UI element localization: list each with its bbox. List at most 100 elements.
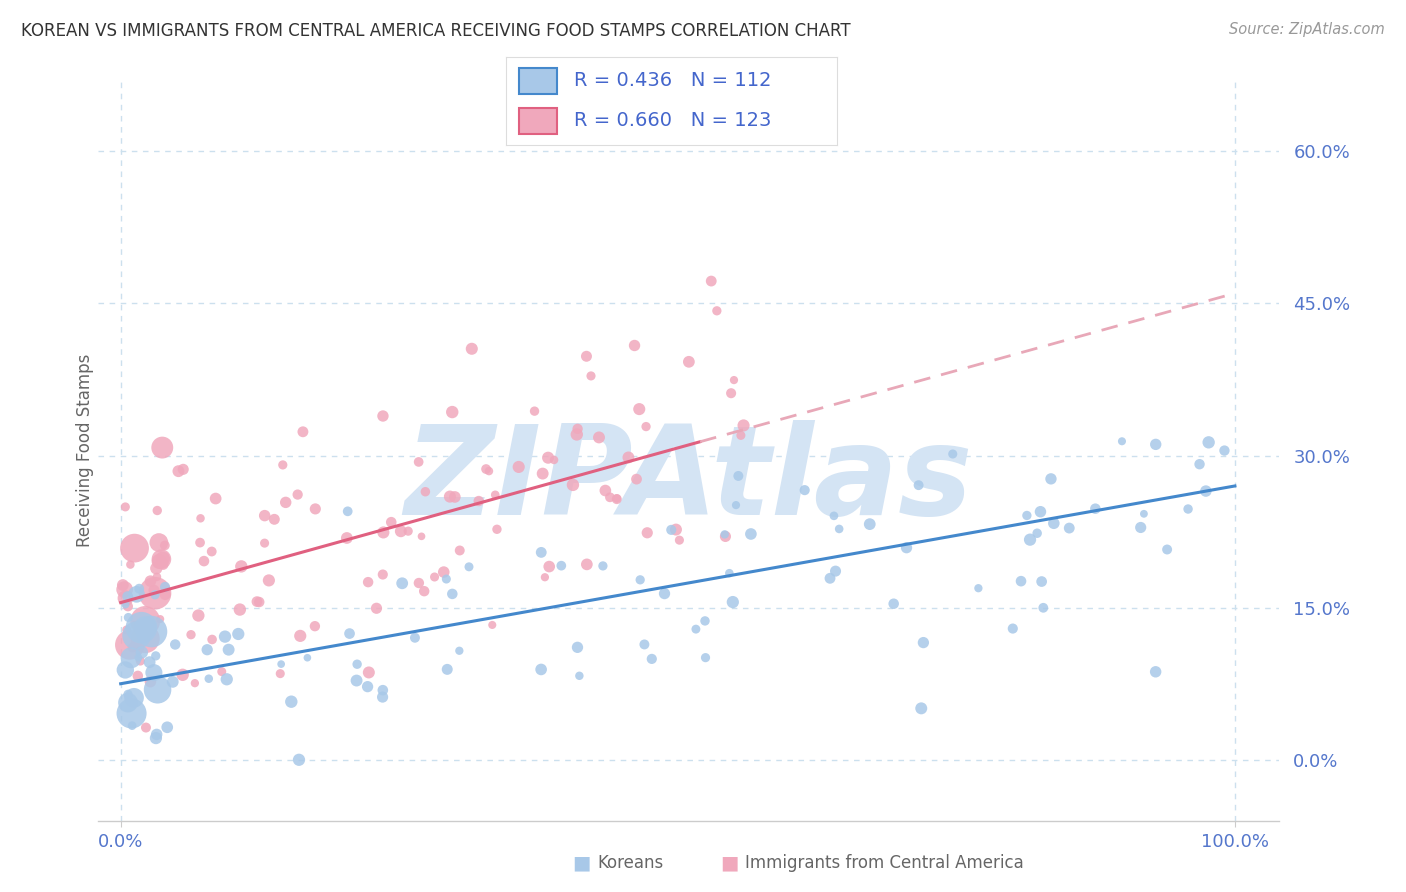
Point <box>434 572 457 586</box>
Point <box>131 621 153 635</box>
Point <box>389 524 412 539</box>
Point <box>121 706 143 721</box>
Point <box>628 573 651 587</box>
Point <box>117 610 139 624</box>
Point <box>700 274 723 288</box>
Point <box>145 648 167 663</box>
Point <box>1029 505 1052 519</box>
Point <box>1015 508 1038 523</box>
Point <box>129 624 152 638</box>
Point <box>153 587 176 601</box>
Point <box>229 602 252 616</box>
Point <box>128 582 150 596</box>
Point <box>1001 622 1024 636</box>
Point <box>634 419 657 434</box>
Point <box>288 753 311 767</box>
Point <box>129 654 152 668</box>
Text: R = 0.660   N = 123: R = 0.660 N = 123 <box>574 112 772 130</box>
Point <box>263 512 285 526</box>
Point <box>143 586 166 600</box>
Point <box>636 525 658 540</box>
Point <box>152 558 174 572</box>
Point <box>195 642 218 657</box>
Point <box>373 525 395 540</box>
Point <box>659 523 682 537</box>
Point <box>184 676 207 690</box>
Point <box>439 490 461 504</box>
Point <box>718 566 741 581</box>
Point <box>152 551 174 566</box>
Point <box>721 595 744 609</box>
Point <box>423 570 446 584</box>
Point <box>139 674 162 689</box>
Point <box>357 665 380 680</box>
Point <box>117 687 139 701</box>
Text: KOREAN VS IMMIGRANTS FROM CENTRAL AMERICA RECEIVING FOOD STAMPS CORRELATION CHAR: KOREAN VS IMMIGRANTS FROM CENTRAL AMERIC… <box>21 22 851 40</box>
Point <box>114 663 136 677</box>
Point <box>141 624 163 639</box>
Point <box>617 450 640 465</box>
Point <box>201 632 224 647</box>
Point <box>1213 443 1236 458</box>
Point <box>665 523 688 537</box>
Point <box>530 663 553 677</box>
Point <box>461 342 484 356</box>
Point <box>626 472 648 486</box>
Point <box>346 657 368 672</box>
Point <box>124 618 146 632</box>
Point <box>271 458 294 472</box>
Point <box>246 594 269 608</box>
Point <box>408 576 430 591</box>
Point <box>567 422 589 436</box>
Point <box>595 483 617 498</box>
Point <box>415 484 437 499</box>
FancyBboxPatch shape <box>519 108 557 134</box>
Point <box>149 612 172 626</box>
Text: ■: ■ <box>572 854 591 872</box>
Point <box>449 543 471 558</box>
Point <box>153 580 176 594</box>
Point <box>828 522 851 536</box>
Point <box>883 597 905 611</box>
Point <box>1129 520 1152 534</box>
Point <box>145 727 167 741</box>
Point <box>1026 526 1049 541</box>
Point <box>146 503 169 517</box>
Text: ZIPAtlas: ZIPAtlas <box>405 419 973 541</box>
Point <box>441 405 464 419</box>
Point <box>127 669 149 683</box>
Point <box>740 527 762 541</box>
Text: R = 0.436   N = 112: R = 0.436 N = 112 <box>574 71 772 90</box>
Point <box>1057 521 1080 535</box>
Point <box>115 623 138 637</box>
Point <box>134 626 156 640</box>
Point <box>588 430 610 444</box>
Point <box>713 527 735 541</box>
Point <box>197 672 219 686</box>
Point <box>531 467 554 481</box>
Point <box>1144 665 1167 679</box>
Point <box>723 373 745 387</box>
Point <box>561 478 583 492</box>
Point <box>579 368 602 383</box>
Point <box>134 620 156 634</box>
Point <box>706 303 728 318</box>
Point <box>134 632 156 646</box>
Point <box>172 668 194 682</box>
Point <box>371 567 394 582</box>
Point <box>1156 542 1178 557</box>
Point <box>142 665 165 680</box>
Point <box>1111 434 1133 449</box>
Point <box>824 564 846 578</box>
Point <box>484 488 506 502</box>
Point <box>156 720 179 734</box>
Point <box>226 627 249 641</box>
Point <box>1010 574 1032 589</box>
Point <box>111 578 134 592</box>
Point <box>859 517 882 532</box>
Point <box>139 574 162 588</box>
Point <box>967 581 990 595</box>
Point <box>567 640 589 655</box>
Point <box>641 652 664 666</box>
Point <box>167 464 190 478</box>
